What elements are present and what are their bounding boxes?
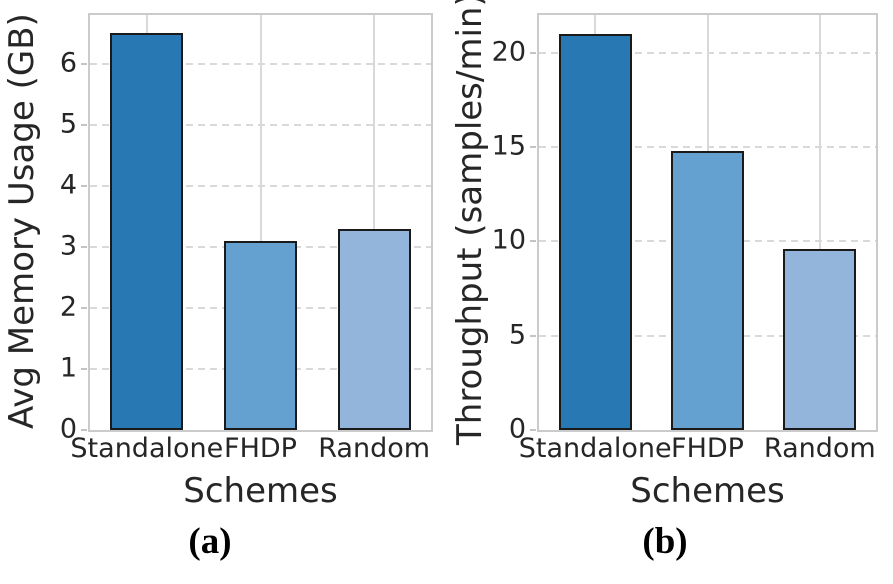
y-tick-mark [81, 429, 87, 431]
horizontal-gridline [539, 51, 876, 54]
y-axis-label-memory: Avg Memory Usage (GB) [2, 13, 42, 429]
horizontal-gridline [90, 123, 431, 126]
subfigure-caption-a: (a) [188, 521, 232, 562]
x-tick-label: Standalone [518, 433, 672, 464]
y-tick-label: 10 [491, 224, 526, 256]
y-tick-label: 1 [59, 352, 77, 384]
y-tick-label: 5 [59, 108, 77, 140]
horizontal-gridline [539, 146, 876, 149]
vertical-gridline [259, 15, 262, 430]
y-tick-label: 0 [508, 413, 526, 445]
horizontal-gridline [90, 62, 431, 65]
plot-area-throughput: Standalone FHDP Random 0 5 10 15 20 [492, 13, 878, 462]
vertical-gridline [818, 15, 821, 430]
y-tick-mark [81, 245, 87, 248]
plot-area-memory: Standalone FHDP Random 0 1 2 3 4 5 6 [60, 13, 433, 462]
y-tick-label: 6 [59, 47, 77, 79]
y-tick-label: 3 [59, 230, 77, 262]
bar-fhdp [671, 150, 744, 430]
y-tick-mark [530, 240, 536, 243]
subfigure-caption-b: (b) [642, 521, 688, 562]
bar-standalone [110, 33, 184, 430]
x-axis-label-schemes-a: Schemes [183, 471, 338, 511]
bar-random [783, 248, 857, 430]
x-tick-label: Standalone [70, 433, 224, 464]
bar-fhdp [224, 240, 297, 430]
y-tick-mark [81, 184, 87, 187]
horizontal-gridline [90, 184, 431, 187]
y-axis-label-throughput: Throughput (samples/min) [450, 0, 490, 445]
y-tick-mark [81, 306, 87, 309]
y-tick-mark [81, 367, 87, 370]
y-tick-mark [530, 334, 536, 337]
x-tick-label: Random [763, 433, 876, 464]
x-tick-label: Random [318, 433, 431, 464]
x-axis-label-schemes-b: Schemes [630, 471, 785, 511]
y-tick-label: 2 [59, 291, 77, 323]
y-tick-label: 20 [491, 36, 526, 68]
y-tick-label: 5 [508, 319, 526, 351]
x-tick-label: FHDP [671, 433, 744, 464]
y-tick-label: 15 [491, 130, 526, 162]
bar-standalone [558, 33, 632, 430]
y-tick-label: 4 [59, 169, 77, 201]
y-tick-mark [81, 62, 87, 65]
y-tick-mark [81, 123, 87, 126]
y-tick-mark [530, 146, 536, 149]
x-tick-label: FHDP [224, 433, 297, 464]
y-tick-label: 0 [59, 413, 77, 445]
y-tick-mark [530, 429, 536, 431]
y-tick-mark [530, 51, 536, 54]
vertical-gridline [373, 15, 376, 430]
bar-random [337, 228, 411, 430]
